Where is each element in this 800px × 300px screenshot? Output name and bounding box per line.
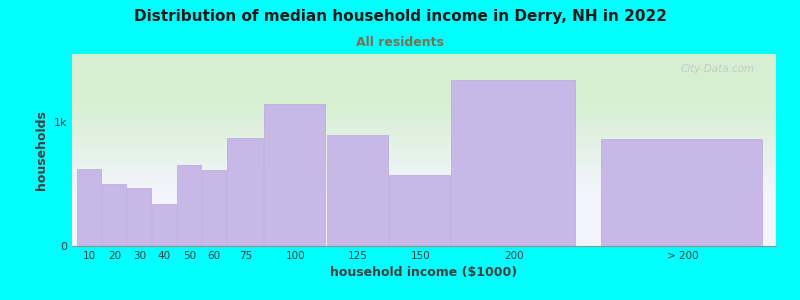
Bar: [226, 138, 263, 246]
Bar: [389, 176, 450, 246]
Bar: [326, 134, 388, 246]
Bar: [102, 184, 126, 246]
Bar: [177, 166, 201, 246]
Y-axis label: households: households: [35, 110, 48, 190]
Text: Distribution of median household income in Derry, NH in 2022: Distribution of median household income …: [134, 9, 666, 24]
Bar: [264, 103, 326, 246]
X-axis label: household income ($1000): household income ($1000): [330, 266, 518, 279]
Bar: [451, 80, 575, 246]
Bar: [202, 170, 226, 246]
Bar: [127, 188, 150, 246]
Bar: [77, 169, 101, 246]
Text: All residents: All residents: [356, 36, 444, 49]
Bar: [152, 204, 176, 246]
Bar: [602, 140, 762, 246]
Text: City-Data.com: City-Data.com: [681, 64, 755, 74]
